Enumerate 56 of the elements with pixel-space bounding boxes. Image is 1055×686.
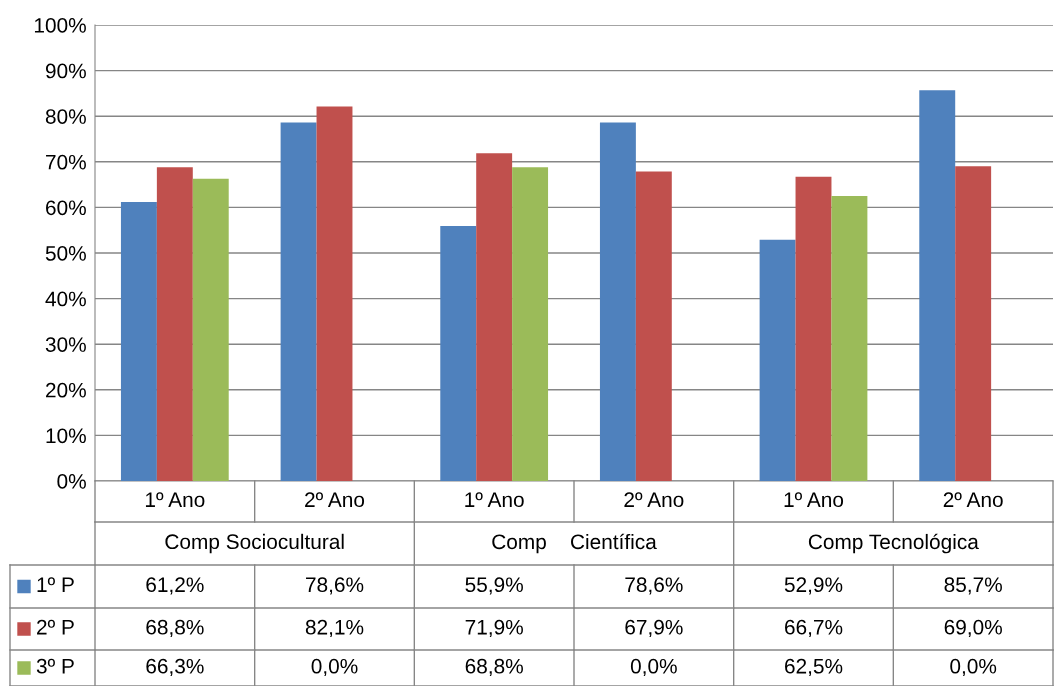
text: Comp Sociocultural xyxy=(165,533,344,554)
bar xyxy=(316,106,353,481)
data-label: 68,8% xyxy=(465,658,523,677)
data-label: 66,3% xyxy=(146,658,204,677)
y-tick-label: 40% xyxy=(45,291,86,307)
bar xyxy=(955,166,992,481)
data-label: 85,7% xyxy=(944,577,1002,595)
y-tick-label: 30% xyxy=(45,337,86,352)
data-label: 0,0% xyxy=(630,658,677,677)
data-label: 0,0% xyxy=(311,658,358,677)
bar xyxy=(759,239,796,481)
text: Comp Tecnológica xyxy=(808,533,979,554)
y-tick-label: 0% xyxy=(57,474,86,489)
data-label: 78,6% xyxy=(306,577,364,595)
data-label: 55,9% xyxy=(465,577,523,595)
x-tick-label: 1º Ano xyxy=(145,492,205,508)
x-tick-label: 2º Ano xyxy=(305,492,365,508)
x-tick-label: 1º Ano xyxy=(784,492,844,508)
data-label: 66,7% xyxy=(785,619,843,638)
data-label: 67,9% xyxy=(625,619,683,638)
bar xyxy=(831,196,868,481)
x-tick-label: 1º Ano xyxy=(465,492,524,508)
y-tick-label: 80% xyxy=(45,109,86,124)
y-tick-label: 60% xyxy=(46,200,86,216)
y-tick-label: 50% xyxy=(45,246,86,261)
legend-label: 1º P xyxy=(37,577,74,592)
y-tick-label: 70% xyxy=(46,154,86,170)
y-tick-label: 90% xyxy=(45,63,86,79)
data-label: 68,8% xyxy=(146,619,204,638)
y-tick-label: 20% xyxy=(46,382,86,398)
bar xyxy=(795,176,832,481)
bar xyxy=(599,122,636,481)
bar xyxy=(512,167,549,481)
legend-label: 2º P xyxy=(37,619,74,635)
bar xyxy=(635,171,672,481)
data-label: 61,2% xyxy=(146,577,204,595)
data-label: 78,6% xyxy=(625,577,683,595)
bar xyxy=(120,201,157,481)
bar xyxy=(919,90,956,481)
legend-label: 3º P xyxy=(36,658,74,674)
data-label: 71,9% xyxy=(465,619,523,638)
data-label: 82,1% xyxy=(305,619,364,638)
y-tick-label: 10% xyxy=(46,428,86,444)
data-label: 62,5% xyxy=(785,658,843,677)
x-tick-label: 2º Ano xyxy=(624,492,684,508)
text: Comp Científica xyxy=(492,533,657,554)
bar xyxy=(192,178,229,481)
y-tick-label: 100% xyxy=(34,18,86,33)
data-label: 52,9% xyxy=(784,577,843,595)
bar xyxy=(476,153,513,481)
x-tick-label: 2º Ano xyxy=(943,492,1003,508)
bar xyxy=(280,122,317,481)
data-label: 0,0% xyxy=(950,658,997,677)
data-label: 69,0% xyxy=(944,619,1002,638)
bar xyxy=(156,167,193,481)
bar xyxy=(440,226,477,481)
